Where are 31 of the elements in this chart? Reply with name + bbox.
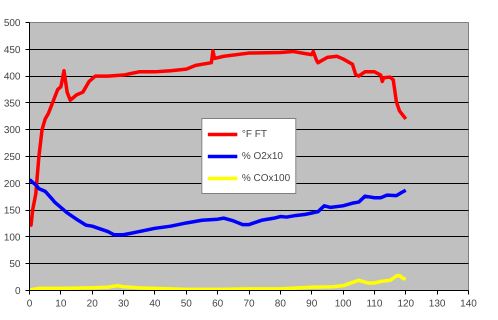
x-tick-label: 130 [428, 298, 446, 310]
y-tick-label: 400 [4, 72, 21, 83]
x-tick-label: 100 [334, 298, 352, 310]
y-tick-label: 500 [4, 18, 21, 29]
x-tick-label: 10 [55, 298, 67, 310]
x-tick-label: 30 [118, 298, 130, 310]
y-tick-label: 200 [4, 178, 21, 190]
x-tick-label: 0 [26, 298, 33, 310]
y-tick-label: 0 [14, 286, 21, 297]
legend-label: °F FT [242, 128, 267, 140]
y-tick-label: 450 [4, 44, 21, 56]
x-tick-label: 40 [149, 298, 161, 310]
legend-label: % O2x10 [242, 150, 283, 162]
y-tick-label: 350 [4, 98, 21, 110]
line-series [30, 274, 408, 290]
line-series [30, 49, 408, 227]
y-tick-label: 300 [4, 125, 21, 136]
x-tick-label: 120 [397, 298, 415, 310]
x-tick-label: 70 [243, 298, 255, 310]
x-tick-label: 60 [212, 298, 224, 310]
y-tick-label: 150 [4, 206, 21, 217]
y-tick-label: 100 [4, 232, 21, 244]
legend-label: % COx100 [242, 172, 290, 184]
x-tick-label: 50 [180, 298, 192, 310]
y-tick-label: 50 [9, 259, 21, 270]
x-tick-label: 110 [366, 298, 383, 310]
y-tick-label: 250 [4, 152, 21, 163]
x-tick-label: 140 [460, 298, 478, 310]
x-tick-label: 90 [306, 298, 318, 310]
x-tick-label: 20 [86, 298, 98, 310]
x-tick-label: 80 [274, 298, 286, 310]
